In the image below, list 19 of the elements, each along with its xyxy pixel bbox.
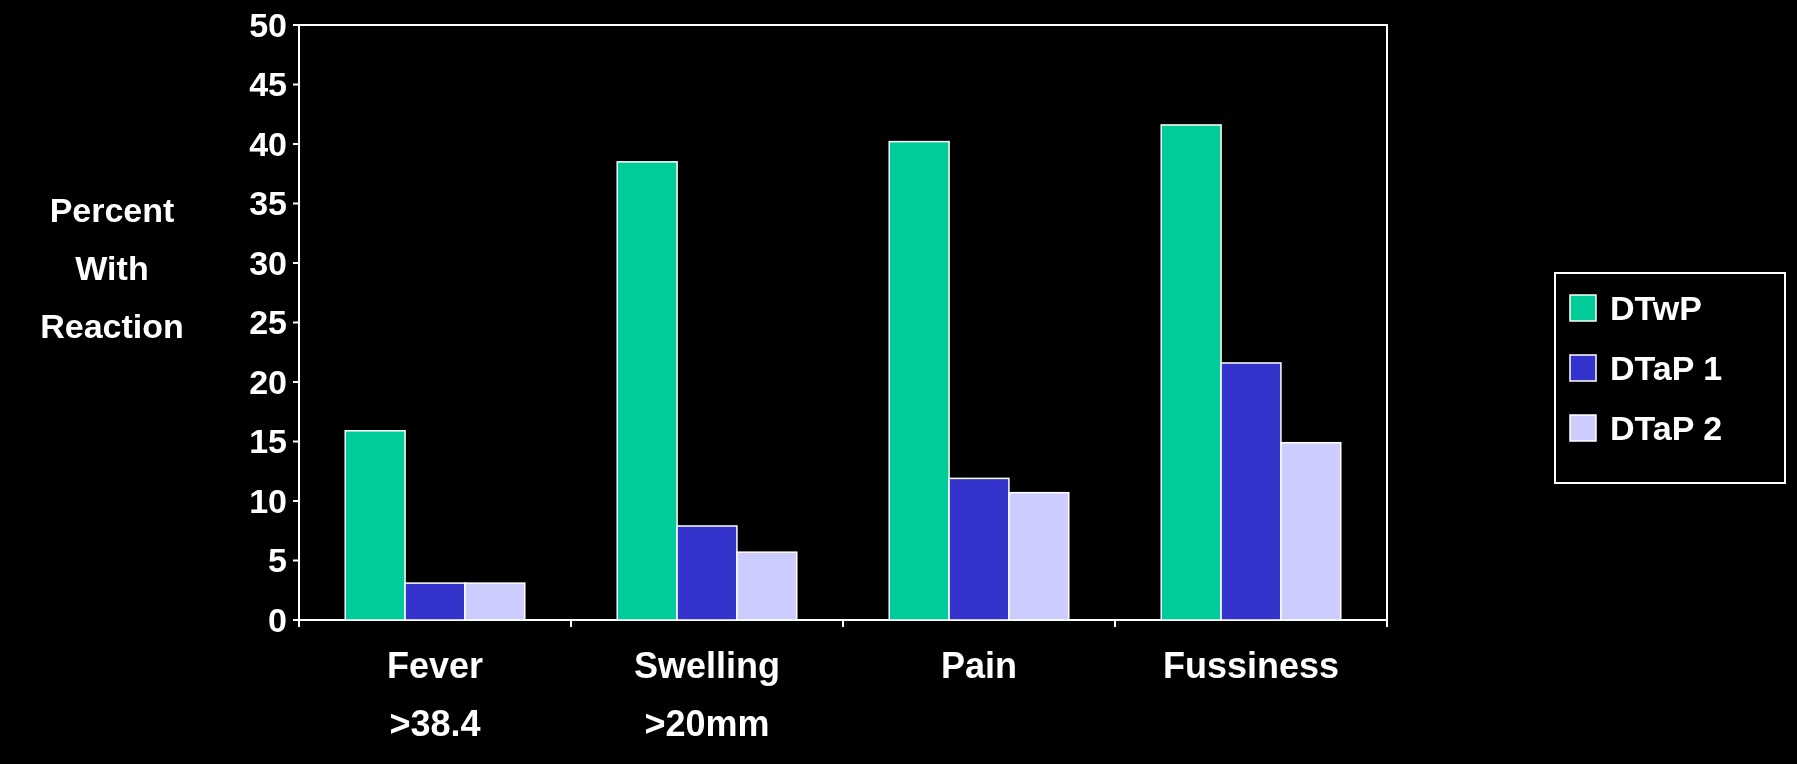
y-tick-label: 35 — [249, 184, 287, 223]
y-tick-label: 0 — [268, 600, 287, 639]
x-tick-label: Swelling >20mm — [633, 645, 781, 744]
y-tick-label: 5 — [268, 541, 287, 580]
y-tick-label: 40 — [249, 124, 287, 163]
x-tick-label: Pain — [940, 645, 1018, 686]
y-tick-label: 20 — [249, 362, 287, 401]
legend-label: DTaP 2 — [1610, 408, 1723, 447]
y-tick-label: 25 — [249, 303, 287, 342]
legend-label: DTaP 1 — [1610, 348, 1723, 387]
legend-label: DTwP — [1610, 288, 1702, 327]
y-tick-label: 50 — [249, 5, 287, 44]
y-tick-label: 10 — [249, 481, 287, 520]
x-tick-label: Fever >38.4 — [386, 645, 484, 744]
y-tick-label: 30 — [249, 243, 287, 282]
y-axis-title: Percent With Reaction — [40, 191, 184, 345]
x-tick-label: Fussiness — [1162, 645, 1340, 686]
y-tick-label: 45 — [249, 65, 287, 104]
y-tick-label: 15 — [249, 422, 287, 461]
